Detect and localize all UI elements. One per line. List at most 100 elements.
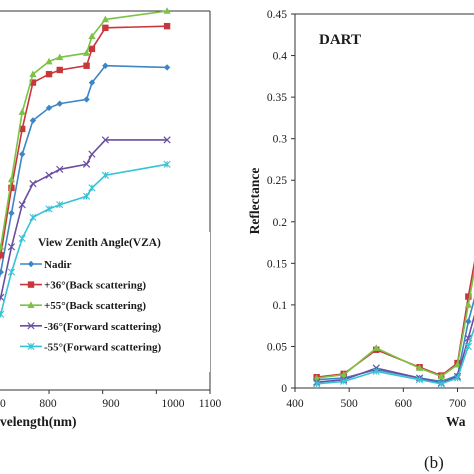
right-y-axis-label: Reflectance	[247, 168, 262, 235]
left-data-point	[56, 201, 64, 209]
right-data-point	[372, 364, 380, 372]
right-series-line-4	[316, 326, 474, 385]
right-data-point	[340, 377, 348, 385]
left-data-point	[163, 136, 171, 144]
right-data-point	[415, 376, 424, 384]
right-y-tick-label: 0.25	[267, 175, 287, 187]
right-data-point	[340, 370, 348, 378]
left-data-point	[163, 22, 171, 30]
left-data-point	[45, 205, 53, 213]
left-data-point	[18, 234, 26, 242]
right-x-tick-label: 600	[395, 398, 413, 410]
left-data-point	[0, 293, 5, 301]
right-y-tick-label: 0.3	[273, 134, 288, 146]
left-x-tick-label: 1100	[199, 398, 222, 410]
left-data-point	[29, 213, 37, 221]
left-data-point	[7, 243, 16, 251]
right-data-point	[453, 374, 462, 382]
left-x-tick-label: 1000	[162, 398, 185, 410]
left-data-point	[18, 108, 26, 115]
left-data-point	[45, 171, 53, 179]
right-data-point	[465, 293, 472, 300]
left-data-point	[29, 70, 37, 77]
left-data-point	[102, 24, 109, 32]
right-data-point	[415, 364, 424, 371]
left-data-point	[18, 201, 26, 209]
right-data-point	[372, 344, 380, 351]
left-data-point	[7, 268, 16, 276]
right-y-tick-label: 0.4	[273, 51, 288, 63]
left-data-point	[102, 62, 109, 69]
right-data-point	[465, 318, 472, 325]
left-data-point	[101, 171, 109, 179]
legend-marker	[27, 281, 35, 288]
right-y-tick-label: 0	[281, 383, 287, 395]
right-x-tick-label: 500	[341, 398, 359, 410]
left-data-point	[0, 268, 4, 276]
right-data-point	[372, 367, 380, 375]
legend-marker	[27, 342, 35, 350]
legend-marker	[27, 301, 35, 308]
legend-entry-label: +55°(Back scattering)	[44, 300, 146, 312]
left-data-point	[88, 32, 96, 40]
left-data-point	[88, 79, 96, 86]
right-data-point	[464, 301, 472, 308]
left-x-tick-label: 900	[102, 398, 120, 410]
right-chart-title: DART	[319, 32, 361, 48]
left-data-point	[0, 310, 5, 318]
legend-entry-label: Nadir	[44, 259, 72, 271]
left-data-point	[82, 49, 91, 56]
right-y-tick-label: 0.05	[267, 341, 287, 353]
left-data-point	[163, 160, 171, 168]
left-data-point	[29, 79, 37, 86]
right-y-tick-label: 0.2	[273, 217, 288, 229]
right-data-point	[313, 380, 321, 388]
left-x-axis-label: velength(nm)	[0, 414, 77, 429]
left-data-point	[56, 100, 63, 107]
right-series-line-2	[316, 269, 474, 379]
left-data-point	[83, 96, 90, 103]
left-data-point	[0, 243, 5, 250]
left-data-point	[83, 62, 90, 69]
panel-label: (b)	[424, 453, 444, 472]
left-data-point	[29, 180, 37, 188]
left-data-point	[45, 57, 53, 65]
right-x-axis-label: Wa	[446, 414, 466, 429]
legend-entry-label: -55°(Forward scattering)	[44, 341, 161, 353]
left-chart-panel: 0 800 900 1000 1100 velength(nm) View Zenith A…	[0, 7, 222, 429]
left-data-point	[88, 184, 96, 192]
right-x-tick-label: 700	[449, 398, 467, 410]
left-data-point	[82, 160, 91, 168]
left-data-point	[8, 184, 15, 192]
left-data-point	[18, 150, 26, 158]
legend-entry-label: +36°(Back scattering)	[44, 280, 146, 292]
right-y-tick-label: 0.15	[267, 258, 287, 270]
right-y-tick-label: 0.1	[273, 300, 288, 312]
left-data-point	[45, 70, 53, 78]
right-data-point	[437, 380, 445, 388]
left-data-point	[82, 192, 91, 200]
left-data-point	[101, 136, 109, 144]
left-data-point	[88, 45, 96, 53]
legend-marker	[27, 260, 35, 268]
right-x-tick-label: 400	[286, 398, 304, 410]
left-legend: View Zenith Angle(VZA) Nadir +36°(Back sca…	[20, 232, 210, 372]
right-chart-panel: 0 0.05 0.1 0.15 0.2 0.25 0.3 0.35 0.4 0.45 400 500 6…	[247, 0, 474, 440]
left-x-tick-label: 800	[39, 398, 57, 410]
left-x-tick-label: 0	[0, 398, 6, 410]
left-data-point	[101, 15, 109, 23]
legend-entry-label: -36°(Forward scattering)	[44, 321, 161, 333]
right-data-point	[313, 374, 321, 381]
left-data-point	[163, 7, 171, 14]
legend-title: View Zenith Angle(VZA)	[38, 237, 161, 249]
right-y-tick-label: 0.35	[267, 92, 287, 104]
right-data-point	[453, 360, 462, 368]
left-data-point	[18, 125, 26, 133]
right-data-point	[437, 372, 445, 380]
left-data-point	[45, 104, 53, 112]
left-data-point	[0, 252, 4, 259]
left-data-point	[56, 53, 64, 61]
left-data-point	[56, 66, 63, 74]
right-y-tick-label: 0.45	[267, 9, 287, 21]
